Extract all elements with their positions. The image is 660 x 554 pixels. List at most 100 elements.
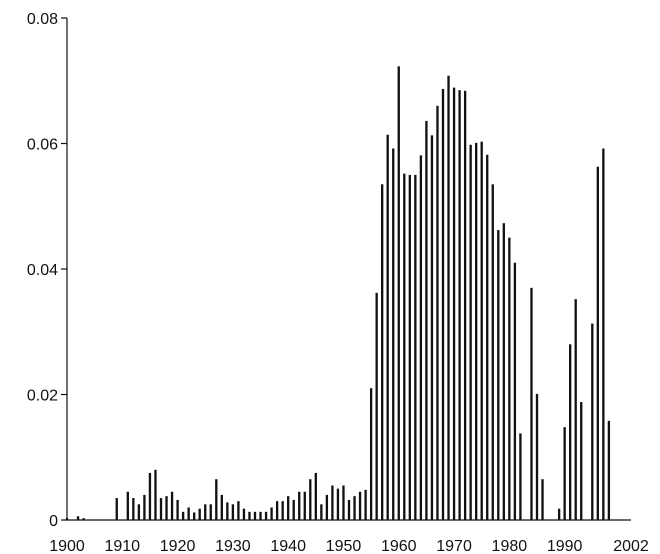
bar-1954 bbox=[364, 489, 367, 520]
bar-1925 bbox=[204, 504, 207, 520]
bar-1943 bbox=[303, 491, 306, 520]
bar-1965 bbox=[425, 120, 428, 520]
bar-1944 bbox=[309, 479, 312, 520]
bar-1940 bbox=[287, 496, 290, 520]
bar-1914 bbox=[143, 494, 146, 520]
bar-1916 bbox=[154, 469, 157, 520]
bar-1936 bbox=[264, 511, 268, 520]
bar-1945 bbox=[314, 472, 317, 520]
bar-1926 bbox=[209, 504, 212, 520]
bar-1912 bbox=[132, 498, 135, 520]
y-tick-label: 0.08 bbox=[27, 11, 58, 28]
bar-1980 bbox=[508, 237, 511, 521]
bar-1960 bbox=[397, 66, 400, 520]
bar-1950 bbox=[342, 485, 345, 520]
bar-1979 bbox=[502, 223, 505, 520]
bar-1918 bbox=[165, 496, 168, 520]
bar-1952 bbox=[353, 496, 356, 520]
bars bbox=[65, 66, 611, 521]
bar-1977 bbox=[491, 184, 494, 521]
bar-1951 bbox=[347, 499, 351, 520]
bar-1937 bbox=[270, 507, 273, 520]
bar-1998 bbox=[607, 420, 611, 520]
bar-1933 bbox=[248, 511, 251, 520]
bar-1989 bbox=[557, 508, 561, 520]
bar-1964 bbox=[419, 155, 423, 521]
bar-1946 bbox=[320, 504, 323, 520]
bar-1928 bbox=[220, 494, 223, 520]
bar-1991 bbox=[569, 344, 572, 520]
bar-1962 bbox=[408, 174, 411, 521]
bar-1927 bbox=[215, 479, 218, 520]
bar-1981 bbox=[513, 262, 517, 520]
x-axis: 1900 1910 1920 1930 1940 1950 1960 1970 1980 1990… bbox=[49, 519, 649, 554]
bar-1938 bbox=[275, 501, 279, 520]
bar-1975 bbox=[480, 141, 483, 520]
bar-1961 bbox=[403, 173, 406, 520]
x-tick-label: 1990 bbox=[547, 538, 583, 554]
bar-1956 bbox=[375, 292, 378, 520]
bar-1976 bbox=[486, 154, 489, 521]
x-tick-label: 1920 bbox=[160, 538, 196, 554]
bar-1969 bbox=[447, 75, 450, 520]
bar-1997 bbox=[602, 148, 605, 520]
bar-1985 bbox=[535, 393, 539, 520]
x-tick-label: 1940 bbox=[270, 538, 306, 554]
bar-1995 bbox=[591, 323, 594, 520]
bar-1929 bbox=[226, 502, 229, 520]
bar-1939 bbox=[281, 501, 284, 520]
bar-1990 bbox=[563, 427, 566, 520]
bar-1992 bbox=[574, 299, 577, 520]
bar-1972 bbox=[463, 90, 467, 520]
bar-1957 bbox=[381, 184, 384, 521]
bar-1968 bbox=[441, 88, 445, 520]
x-tick-label: 2002 bbox=[613, 538, 649, 554]
bar-1996 bbox=[596, 166, 599, 520]
bar-1924 bbox=[198, 508, 201, 520]
bar-1948 bbox=[331, 485, 334, 520]
bar-1923 bbox=[193, 512, 196, 520]
y-tick-label: 0.06 bbox=[27, 137, 58, 154]
bar-1921 bbox=[181, 511, 185, 520]
bar-1953 bbox=[358, 491, 362, 520]
bar-1930 bbox=[231, 504, 235, 520]
x-tick-label: 1980 bbox=[492, 538, 528, 554]
x-tick-label: 1960 bbox=[381, 538, 417, 554]
bar-1920 bbox=[176, 499, 179, 520]
bar-1909 bbox=[115, 498, 118, 520]
y-tick-label: 0.02 bbox=[27, 388, 58, 405]
y-tick-label: 0 bbox=[49, 513, 58, 530]
x-tick-label: 1900 bbox=[49, 538, 85, 554]
bar-1978 bbox=[497, 230, 500, 520]
bar-1966 bbox=[430, 135, 434, 520]
bar-1959 bbox=[392, 148, 395, 520]
bar-1915 bbox=[148, 472, 152, 520]
bar-1984 bbox=[530, 287, 533, 520]
bar-1949 bbox=[336, 488, 340, 521]
bar-1934 bbox=[253, 511, 257, 520]
bar-1974 bbox=[475, 142, 478, 520]
bar-1932 bbox=[242, 508, 246, 520]
bar-1958 bbox=[386, 134, 389, 520]
bar-1922 bbox=[187, 507, 190, 520]
bar-1903 bbox=[82, 518, 85, 520]
bar-1913 bbox=[137, 504, 141, 520]
y-axis: 0 0.02 0.04 0.06 0.08 bbox=[27, 11, 68, 530]
bar-1970 bbox=[452, 87, 456, 521]
bar-1963 bbox=[414, 174, 417, 521]
bar-1971 bbox=[458, 90, 461, 520]
y-tick-label: 0.04 bbox=[27, 262, 58, 279]
bar-1947 bbox=[325, 494, 329, 520]
bar-1955 bbox=[369, 388, 373, 520]
x-tick-label: 1970 bbox=[436, 538, 472, 554]
bar-1941 bbox=[292, 499, 295, 520]
bar-1942 bbox=[298, 491, 301, 520]
x-tick-label: 1950 bbox=[326, 538, 362, 554]
bar-1931 bbox=[237, 501, 240, 520]
bar-1967 bbox=[436, 105, 439, 520]
x-tick-label: 1930 bbox=[215, 538, 251, 554]
bar-1917 bbox=[159, 498, 163, 520]
bar-1993 bbox=[580, 402, 583, 520]
bar-1900 bbox=[65, 518, 69, 520]
